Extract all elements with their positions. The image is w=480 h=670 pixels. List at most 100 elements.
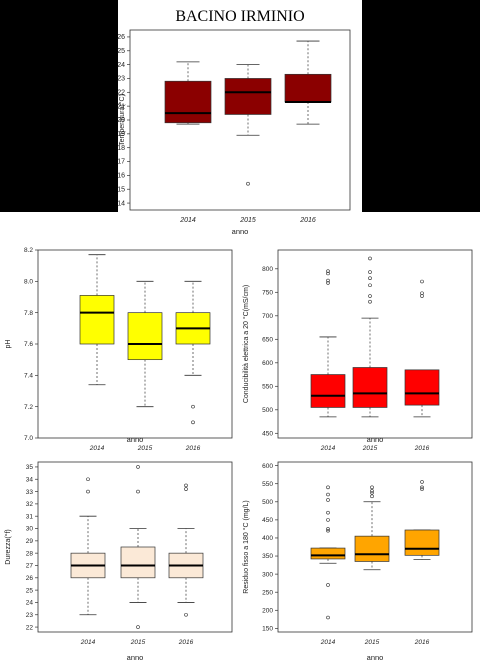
x-axis-label: anno (232, 227, 249, 236)
plot-frame (129, 29, 351, 211)
x-tick-label: 2016 (299, 217, 316, 224)
y-axis-label: pH (5, 340, 12, 349)
outlier-point (326, 583, 330, 587)
outlier-point (420, 291, 424, 296)
outlier-point (326, 510, 330, 515)
outlier-point (326, 281, 330, 285)
outlier-point (326, 615, 330, 620)
y-tick-label: 300 (262, 571, 273, 578)
chart-ph: 7.0 7.2 7.4 7.6 7.8 8.0 8.2 pH 2014 2015 2016 anno (5, 247, 233, 452)
x-tick-label: 2015 (364, 639, 380, 646)
y-tick-label: 15 (117, 186, 125, 193)
outlier-point (368, 276, 372, 281)
y-tick-label: 33 (26, 489, 34, 496)
y-tick-label: 29 (26, 538, 34, 545)
y-tick-label: 27 (26, 563, 34, 570)
x-tick-label: 2014 (320, 639, 336, 646)
outlier-point (326, 485, 330, 490)
outlier-point (326, 271, 330, 276)
outlier-point (191, 420, 195, 425)
y-tick-label: 400 (262, 535, 273, 542)
outlier-point (368, 256, 372, 261)
outlier-point (370, 494, 374, 499)
outlier-point (420, 279, 424, 284)
y-tick-label: 500 (262, 499, 273, 506)
y-tick-label: 650 (262, 337, 273, 344)
y-tick-label: 23 (26, 612, 34, 619)
y-tick-label: 200 (262, 607, 273, 614)
y-tick-label: 550 (262, 481, 273, 488)
outlier-point (191, 404, 195, 409)
y-axis-label: Residuo fisso a 180 °C (mg/L) (242, 500, 250, 593)
left-black-band (0, 0, 118, 212)
outlier-point (326, 518, 330, 522)
outlier-point (368, 294, 372, 298)
y-axis-label: Temperatura(°C) (118, 94, 126, 146)
outlier-point (136, 465, 140, 469)
y-tick-label: 31 (26, 513, 34, 520)
x-tick-label: 2015 (137, 445, 153, 452)
y-tick-label: 600 (262, 463, 273, 470)
y-tick-label: 23 (117, 76, 125, 83)
x-tick-label: 2015 (362, 445, 378, 452)
x-tick-label: 2014 (80, 639, 96, 646)
outlier-point (370, 489, 374, 493)
outlier-point (326, 528, 330, 533)
y-tick-label: 22 (117, 90, 125, 97)
y-tick-label: 26 (117, 34, 125, 41)
y-tick-label: 800 (262, 266, 273, 273)
chart-durezza: 22 23 24 25 26 27 28 29 30 31 32 33 34 35 Durezza(°f) 2… (4, 461, 233, 662)
outlier-point (326, 278, 330, 283)
outlier-point (184, 487, 188, 491)
y-tick-label: 26 (26, 575, 34, 582)
box-2014 (310, 547, 346, 560)
box-2016 (404, 369, 440, 406)
plot-frame (277, 249, 473, 439)
x-axis-label: anno (367, 435, 384, 444)
y-tick-label: 7.6 (24, 341, 33, 348)
box-2015 (224, 78, 272, 115)
y-tick-label: 600 (262, 360, 273, 367)
outlier-point (368, 299, 372, 304)
box-2014 (310, 374, 346, 408)
x-tick-label: 2014 (320, 445, 336, 452)
x-axis-label: anno (127, 435, 144, 444)
x-tick-label: 2014 (179, 217, 196, 224)
x-tick-label: 2015 (130, 639, 146, 646)
y-tick-label: 17 (117, 159, 125, 166)
x-tick-label: 2014 (89, 445, 105, 452)
y-tick-label: 21 (117, 103, 125, 110)
outlier-point (420, 480, 424, 484)
y-tick-label: 35 (26, 464, 34, 471)
outlier-point (136, 489, 140, 494)
chart-residuo-fisso: 150 200 250 300 350 400 450 500 550 600 Residuo fi… (242, 461, 473, 662)
box-2015 (120, 546, 156, 579)
box-2016 (404, 529, 440, 556)
y-tick-label: 34 (26, 476, 34, 483)
outlier-point (370, 485, 374, 490)
x-axis-label: anno (367, 653, 384, 662)
x-tick-label: 2016 (178, 639, 194, 646)
x-axis-label: anno (127, 653, 144, 662)
page-title: BACINO IRMINIO (175, 8, 305, 25)
box-2014 (164, 80, 212, 124)
outlier-point (326, 269, 330, 273)
outlier-point (420, 485, 424, 490)
outlier-point (184, 612, 188, 617)
outlier-point (368, 283, 372, 288)
outlier-point (368, 270, 372, 274)
plot-frame (37, 461, 233, 633)
y-tick-label: 7.8 (24, 310, 33, 317)
y-tick-label: 450 (262, 517, 273, 524)
y-tick-label: 24 (26, 600, 34, 607)
outlier-point (326, 492, 330, 497)
box-2015 (354, 535, 390, 562)
y-tick-label: 7.0 (24, 435, 33, 442)
box-2016 (284, 73, 332, 103)
outlier-point (420, 487, 424, 491)
box-2015 (352, 367, 388, 408)
y-tick-label: 18 (117, 145, 125, 152)
outlier-point (370, 490, 374, 495)
plot-frame (277, 461, 473, 633)
outlier-point (86, 477, 90, 482)
